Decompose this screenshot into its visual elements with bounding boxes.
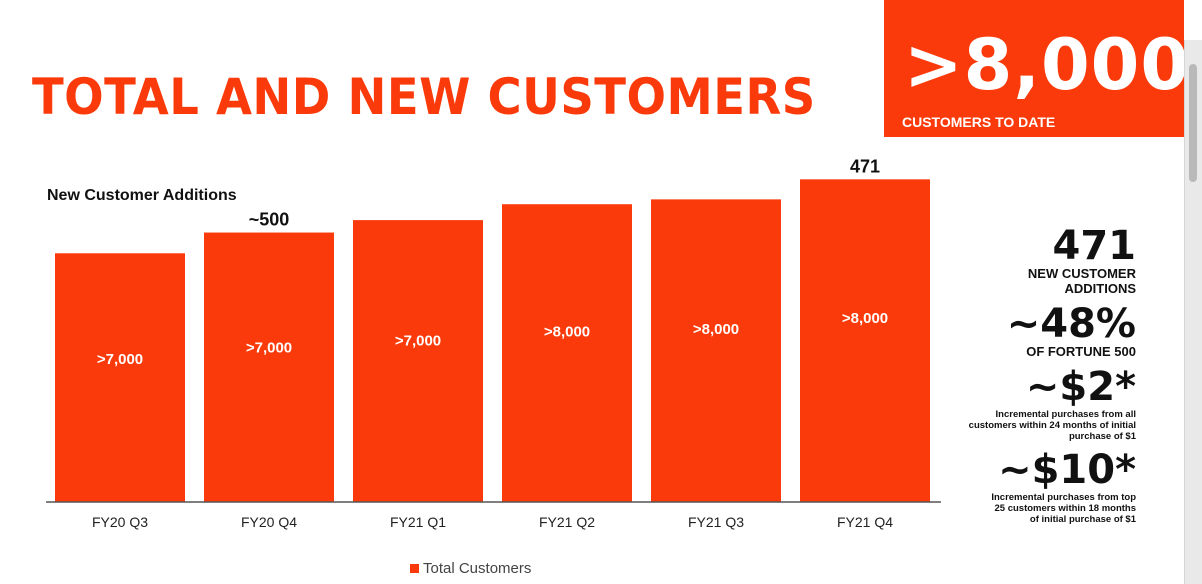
kpi-label: OF FORTUNE 500 [1026,344,1136,359]
x-tick-label: FY21 Q4 [837,514,893,530]
bar-value-label: >8,000 [693,321,739,338]
x-tick-label: FY21 Q1 [390,514,446,530]
legend-label: Total Customers [423,560,532,577]
bar-top-label: 471 [850,156,880,176]
kpi-value: ~$10* [998,447,1136,493]
legend-swatch [410,564,419,573]
bar [800,179,930,502]
chart-subtitle: New Customer Additions [47,187,237,204]
kpi-value: 471 [1052,223,1137,269]
bar-value-label: >8,000 [842,310,888,327]
kpi-note: Incremental purchases from all customers… [968,409,1136,442]
page-title: TOTAL AND NEW CUSTOMERS [32,68,816,126]
kpi-fortune-500: ~48% OF FORTUNE 500 [960,304,1136,359]
bar-value-label: >7,000 [97,351,143,368]
bar [651,199,781,502]
bar-value-label: >8,000 [544,324,590,341]
kpi-value: ~48% [1006,301,1136,347]
kpi-label: NEW CUSTOMER ADDITIONS [1027,266,1136,296]
kpi-note: Incremental purchases from top 25 custom… [991,492,1136,525]
bar [502,204,632,502]
x-tick-label: FY21 Q3 [688,514,744,530]
x-tick-label: FY20 Q4 [241,514,297,530]
bar-value-label: >7,000 [395,333,441,350]
customers-to-date-value: >8,000 [904,24,1191,106]
bar [353,220,483,503]
bar-value-label: >7,000 [246,339,292,356]
scrollbar-thumb[interactable] [1189,64,1197,182]
kpi-new-customers: 471 NEW CUSTOMER ADDITIONS [960,226,1136,296]
bar [204,232,334,502]
customers-to-date-banner: >8,000 CUSTOMERS TO DATE [884,0,1189,137]
x-tick-label: FY21 Q2 [539,514,595,530]
x-tick-label: FY20 Q3 [92,514,148,530]
kpi-incremental-all: ~$2* Incremental purchases from all cust… [960,367,1136,442]
bar [55,253,185,502]
kpi-incremental-top25: ~$10* Incremental purchases from top 25 … [960,450,1136,525]
kpi-panel: 471 NEW CUSTOMER ADDITIONS ~48% OF FORTU… [960,226,1136,525]
bar-top-label: ~500 [249,210,290,230]
new-customer-additions-chart: New Customer Additions >7,000 FY20 Q3 >7,0… [46,156,941,530]
customers-to-date-caption: CUSTOMERS TO DATE [902,114,1056,130]
chart-legend: Total Customers [410,560,531,577]
kpi-value: ~$2* [1025,364,1136,410]
vertical-scrollbar[interactable] [1184,40,1202,584]
